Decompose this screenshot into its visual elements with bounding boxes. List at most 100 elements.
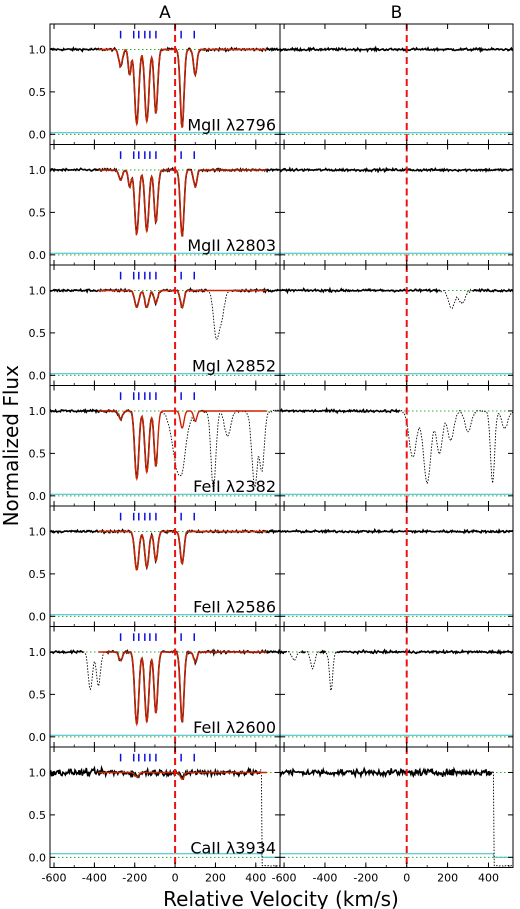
voigt-model	[98, 169, 267, 237]
panel-5-a: 0.0 0.5 1.0 FeII λ2586	[29, 505, 281, 627]
panel-2: 0.0 0.5 1.0 MgII λ2803	[29, 144, 514, 266]
masked-spectrum	[50, 649, 280, 724]
ion-label: FeII λ2600	[193, 718, 276, 737]
y-tick-label: 0.5	[29, 86, 47, 99]
masked-spectrum	[280, 649, 513, 692]
panel-6-b	[279, 626, 514, 748]
y-tick-label: 1.0	[29, 525, 47, 538]
masked-spectrum	[50, 167, 280, 237]
voigt-model	[98, 289, 267, 309]
ion-label: FeII λ2382	[193, 477, 276, 496]
y-tick-label: 1.0	[29, 405, 47, 418]
flux-spectrum	[280, 45, 513, 54]
panel-4-a: 0.0 0.5 1.0 FeII λ2382	[29, 385, 281, 507]
x-tick-label: -600	[272, 872, 297, 885]
y-tick-label: 1.0	[29, 43, 47, 56]
panel-4: 0.0 0.5 1.0 FeII λ2382	[29, 385, 514, 507]
panel-frame	[279, 144, 514, 266]
y-tick-label: 0.0	[29, 128, 47, 141]
error-spectrum	[280, 853, 513, 858]
y-tick-label: 0.0	[29, 851, 47, 864]
x-tick-label: -200	[353, 872, 378, 885]
voigt-model	[98, 771, 267, 780]
y-tick-label: 0.5	[29, 206, 47, 219]
panel-6-a: 0.0 0.5 1.0 FeII λ2600	[29, 626, 281, 748]
voigt-model	[98, 530, 267, 572]
x-tick-label: 200	[437, 872, 458, 885]
flux-spectrum	[280, 766, 493, 779]
panel-1-b	[279, 23, 514, 145]
panel-5-b	[279, 505, 514, 627]
y-tick-label: 0.0	[29, 490, 47, 503]
y-tick-label: 1.0	[29, 284, 47, 297]
y-tick-label: 0.0	[29, 369, 47, 382]
y-tick-label: 1.0	[29, 164, 47, 177]
flux-spectrum	[50, 528, 280, 571]
y-tick-label: 0.5	[29, 327, 47, 340]
y-tick-label: 1.0	[29, 646, 47, 659]
x-tick-label: 400	[478, 872, 499, 885]
error-spectrum	[50, 853, 280, 858]
column-title-a: A	[159, 3, 171, 23]
panel-3-b	[279, 264, 514, 386]
ion-label: MgII λ2803	[187, 236, 276, 255]
panel-7-a: 0.0 0.5 1.0 CaII λ3934 -600 -400 -200 0 200 400	[29, 746, 281, 885]
column-title-b: B	[391, 3, 403, 23]
flux-spectrum	[280, 527, 513, 535]
panel-frame	[279, 505, 514, 627]
flux-spectrum	[280, 648, 513, 656]
x-tick-label: -400	[312, 872, 337, 885]
ion-label: MgI λ2852	[192, 357, 276, 376]
y-tick-label: 0.5	[29, 809, 47, 822]
voigt-model	[98, 410, 267, 482]
voigt-model	[98, 48, 267, 128]
x-tick-label: -400	[82, 872, 107, 885]
flux-spectrum	[50, 166, 280, 237]
panel-5: 0.0 0.5 1.0 FeII λ2586	[29, 505, 514, 627]
y-tick-label: 0.5	[29, 688, 47, 701]
panel-frame	[279, 23, 514, 145]
x-axis-label: Relative Velocity (km/s)	[163, 887, 399, 909]
flux-spectrum	[280, 166, 513, 174]
x-tick-label: 0	[403, 872, 410, 885]
panel-2-b	[279, 144, 514, 266]
x-tick-label: 0	[172, 872, 179, 885]
ion-label: CaII λ3934	[190, 839, 276, 858]
x-tick-label: -200	[122, 872, 147, 885]
masked-spectrum	[50, 528, 280, 570]
panel-2-a: 0.0 0.5 1.0 MgII λ2803	[29, 144, 281, 266]
flux-spectrum	[50, 648, 280, 724]
masked-spectrum	[280, 767, 513, 867]
panel-3: 0.0 0.5 1.0 MgI λ2852	[29, 264, 514, 386]
y-tick-label: 1.0	[29, 766, 47, 779]
panel-frame	[279, 385, 514, 507]
x-tick-label: 200	[205, 872, 226, 885]
y-tick-label: 0.5	[29, 447, 47, 460]
y-tick-label: 0.0	[29, 249, 47, 262]
flux-spectrum	[50, 764, 261, 780]
masked-spectrum	[50, 408, 280, 491]
masked-spectrum	[280, 407, 513, 486]
voigt-model	[98, 651, 267, 727]
panel-frame	[279, 264, 514, 386]
panel-3-a: 0.0 0.5 1.0 MgI λ2852	[29, 264, 281, 386]
y-tick-label: 0.0	[29, 731, 47, 744]
panel-1: 0.0 0.5 1.0 MgII λ2796	[29, 23, 514, 145]
panel-1-a: 0.0 0.5 1.0 MgII λ2796	[29, 23, 281, 145]
x-tick-label: 400	[245, 872, 266, 885]
panel-6: 0.0 0.5 1.0 FeII λ2600	[29, 626, 514, 748]
panel-7-b: -600 -400 -200 0 200 400	[272, 746, 514, 885]
y-axis-label: Normalized Flux	[0, 365, 23, 527]
panel-frame	[279, 746, 514, 868]
ion-label: MgII λ2796	[187, 116, 276, 135]
x-tick-label: -600	[42, 872, 67, 885]
masked-spectrum	[50, 287, 280, 340]
flux-spectrum	[280, 286, 513, 295]
y-tick-label: 0.5	[29, 568, 47, 581]
flux-spectrum	[50, 408, 206, 479]
panel-frame	[279, 626, 514, 748]
